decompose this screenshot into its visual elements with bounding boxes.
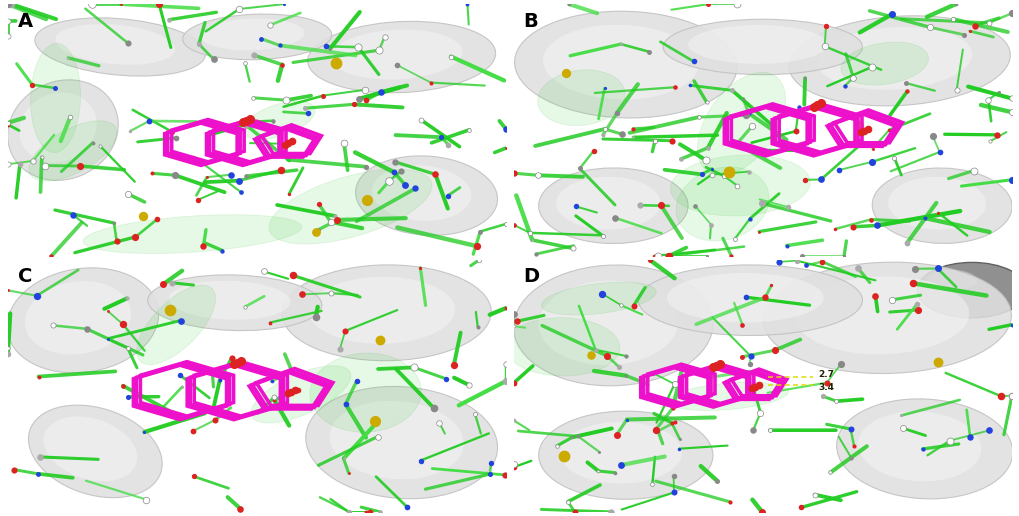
Ellipse shape (269, 169, 431, 244)
Ellipse shape (816, 27, 971, 90)
Ellipse shape (666, 273, 823, 322)
Text: 3.4: 3.4 (817, 383, 834, 392)
Ellipse shape (330, 29, 462, 79)
Ellipse shape (538, 168, 688, 244)
Text: D: D (523, 267, 539, 286)
Ellipse shape (7, 268, 159, 373)
Ellipse shape (871, 168, 1011, 244)
Ellipse shape (916, 263, 1019, 318)
Ellipse shape (795, 277, 968, 354)
Ellipse shape (836, 399, 1012, 499)
Ellipse shape (8, 80, 118, 181)
Ellipse shape (541, 282, 655, 315)
Ellipse shape (251, 366, 351, 423)
Ellipse shape (504, 318, 620, 376)
Ellipse shape (762, 262, 1011, 374)
Ellipse shape (308, 21, 495, 93)
Ellipse shape (19, 92, 97, 163)
Ellipse shape (329, 401, 464, 479)
Ellipse shape (555, 177, 660, 230)
Ellipse shape (538, 281, 678, 365)
Ellipse shape (662, 19, 861, 75)
Ellipse shape (243, 101, 315, 139)
Ellipse shape (200, 19, 304, 51)
Ellipse shape (137, 285, 215, 365)
Text: 2.7: 2.7 (817, 370, 834, 379)
Ellipse shape (840, 42, 927, 85)
Ellipse shape (513, 265, 712, 386)
Ellipse shape (356, 156, 497, 235)
Ellipse shape (309, 277, 454, 344)
Text: B: B (523, 12, 538, 30)
Ellipse shape (372, 165, 471, 221)
Ellipse shape (29, 405, 162, 497)
Ellipse shape (538, 411, 712, 499)
Ellipse shape (688, 25, 826, 64)
Ellipse shape (926, 270, 976, 290)
Ellipse shape (24, 281, 130, 354)
Ellipse shape (29, 121, 117, 181)
Ellipse shape (537, 70, 625, 125)
Ellipse shape (182, 14, 331, 60)
Ellipse shape (83, 215, 302, 253)
Ellipse shape (514, 11, 737, 118)
Ellipse shape (676, 167, 768, 241)
Text: C: C (18, 267, 33, 286)
Ellipse shape (667, 382, 788, 410)
Ellipse shape (148, 275, 321, 331)
Ellipse shape (310, 353, 421, 432)
Ellipse shape (888, 177, 985, 230)
Ellipse shape (169, 281, 290, 320)
Ellipse shape (559, 422, 681, 483)
Ellipse shape (282, 265, 491, 361)
Ellipse shape (35, 18, 206, 76)
Ellipse shape (697, 72, 785, 175)
Ellipse shape (542, 25, 698, 100)
Ellipse shape (638, 265, 861, 335)
Ellipse shape (44, 416, 137, 481)
Ellipse shape (669, 155, 809, 216)
Ellipse shape (55, 24, 175, 65)
Ellipse shape (31, 43, 81, 153)
Ellipse shape (857, 411, 980, 481)
Ellipse shape (306, 386, 497, 499)
Text: A: A (18, 12, 34, 30)
Ellipse shape (789, 16, 1010, 106)
